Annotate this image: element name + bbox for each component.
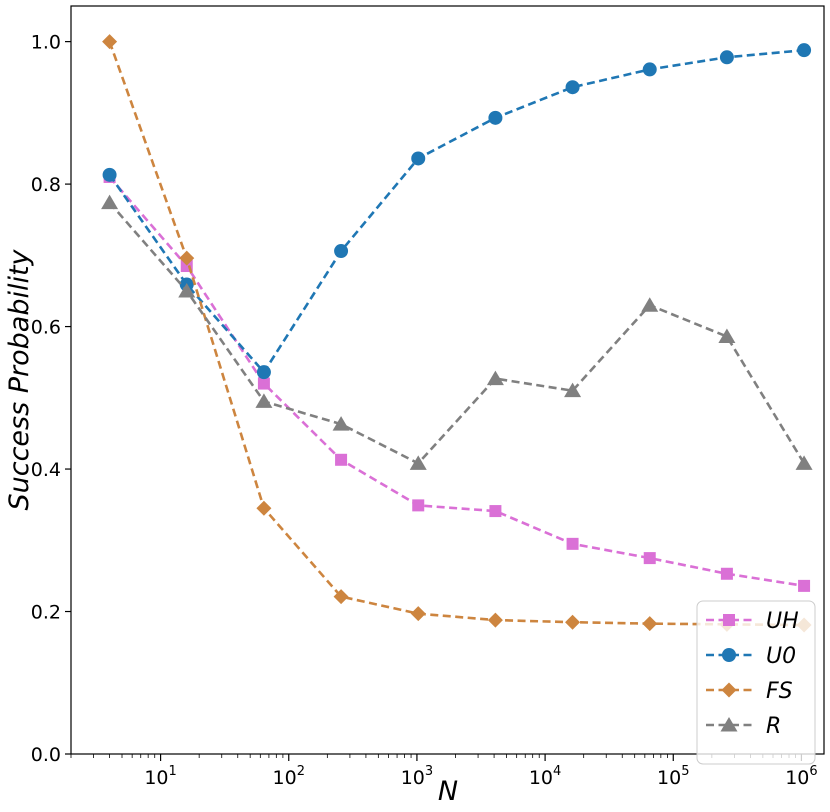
- legend-label: U0: [766, 644, 796, 669]
- legend-item-fs: FS: [706, 679, 793, 704]
- data-point: [718, 328, 736, 344]
- data-point: [256, 365, 271, 380]
- legend-item-uh: UH: [706, 609, 799, 634]
- data-point: [641, 297, 659, 312]
- y-tick-label: 0.2: [31, 602, 61, 624]
- legend-marker: [722, 648, 736, 662]
- data-point: [720, 567, 733, 580]
- data-point: [179, 250, 195, 266]
- y-axis-label: Success Probability: [4, 248, 35, 510]
- data-point: [335, 453, 348, 466]
- legend-label: R: [766, 714, 781, 739]
- data-point: [409, 455, 427, 470]
- data-point: [178, 282, 196, 298]
- legend-label: FS: [766, 679, 793, 704]
- y-tick-label: 1.0: [31, 32, 61, 54]
- data-point: [102, 34, 118, 50]
- data-point: [333, 589, 349, 605]
- y-tick-label: 0.8: [31, 174, 61, 196]
- y-tick-label: 0.4: [31, 459, 61, 481]
- legend-marker: [723, 614, 735, 626]
- series-fs: [102, 34, 812, 633]
- series-r: [101, 194, 813, 470]
- data-point: [411, 151, 426, 166]
- data-point: [798, 579, 811, 592]
- y-tick-label: 0.0: [31, 744, 61, 766]
- data-point: [102, 167, 117, 182]
- series-line: [108, 48, 805, 375]
- data-point: [486, 370, 504, 386]
- x-tick-label: 101: [144, 764, 176, 789]
- y-axis: 0.0 0.2 0.4 0.6 0.8 1.0: [31, 32, 71, 766]
- data-point: [797, 43, 812, 58]
- data-point: [566, 537, 579, 550]
- data-point: [487, 612, 503, 628]
- x-tick-label: 106: [785, 764, 817, 789]
- legend-marker: [721, 682, 737, 698]
- data-point: [795, 455, 813, 470]
- data-point: [334, 244, 349, 259]
- data-point: [410, 606, 426, 622]
- data-point: [256, 500, 272, 516]
- data-point: [101, 194, 119, 210]
- x-tick-label: 102: [273, 764, 305, 789]
- x-tick-label: 104: [529, 764, 561, 789]
- plot-frame: [70, 5, 825, 755]
- legend-item-r: R: [706, 714, 781, 739]
- x-tick-label: 103: [401, 764, 433, 789]
- data-point: [564, 382, 582, 398]
- data-point: [643, 552, 656, 565]
- data-point: [565, 80, 580, 95]
- data-point: [489, 505, 502, 518]
- data-point: [332, 416, 350, 431]
- x-tick-label: 105: [657, 764, 689, 789]
- data-point: [642, 616, 658, 632]
- data-point: [255, 393, 273, 408]
- data-point: [719, 50, 734, 65]
- series-line: [108, 41, 805, 627]
- series-layer: [101, 34, 813, 633]
- series-line: [108, 176, 805, 588]
- series-line: [108, 201, 806, 465]
- data-point: [257, 377, 270, 390]
- x-axis: 101 102 103 104 105 106: [70, 754, 818, 789]
- legend-label: UH: [766, 609, 799, 634]
- y-tick-label: 0.6: [31, 317, 61, 339]
- legend-marker: [720, 717, 738, 732]
- legend-item-u0: U0: [706, 644, 796, 669]
- data-point: [488, 110, 503, 125]
- x-axis-label: N: [438, 776, 458, 807]
- data-point: [642, 62, 657, 77]
- data-point: [565, 614, 581, 630]
- data-point: [412, 499, 425, 512]
- legend: UH U0 FS R: [696, 600, 816, 765]
